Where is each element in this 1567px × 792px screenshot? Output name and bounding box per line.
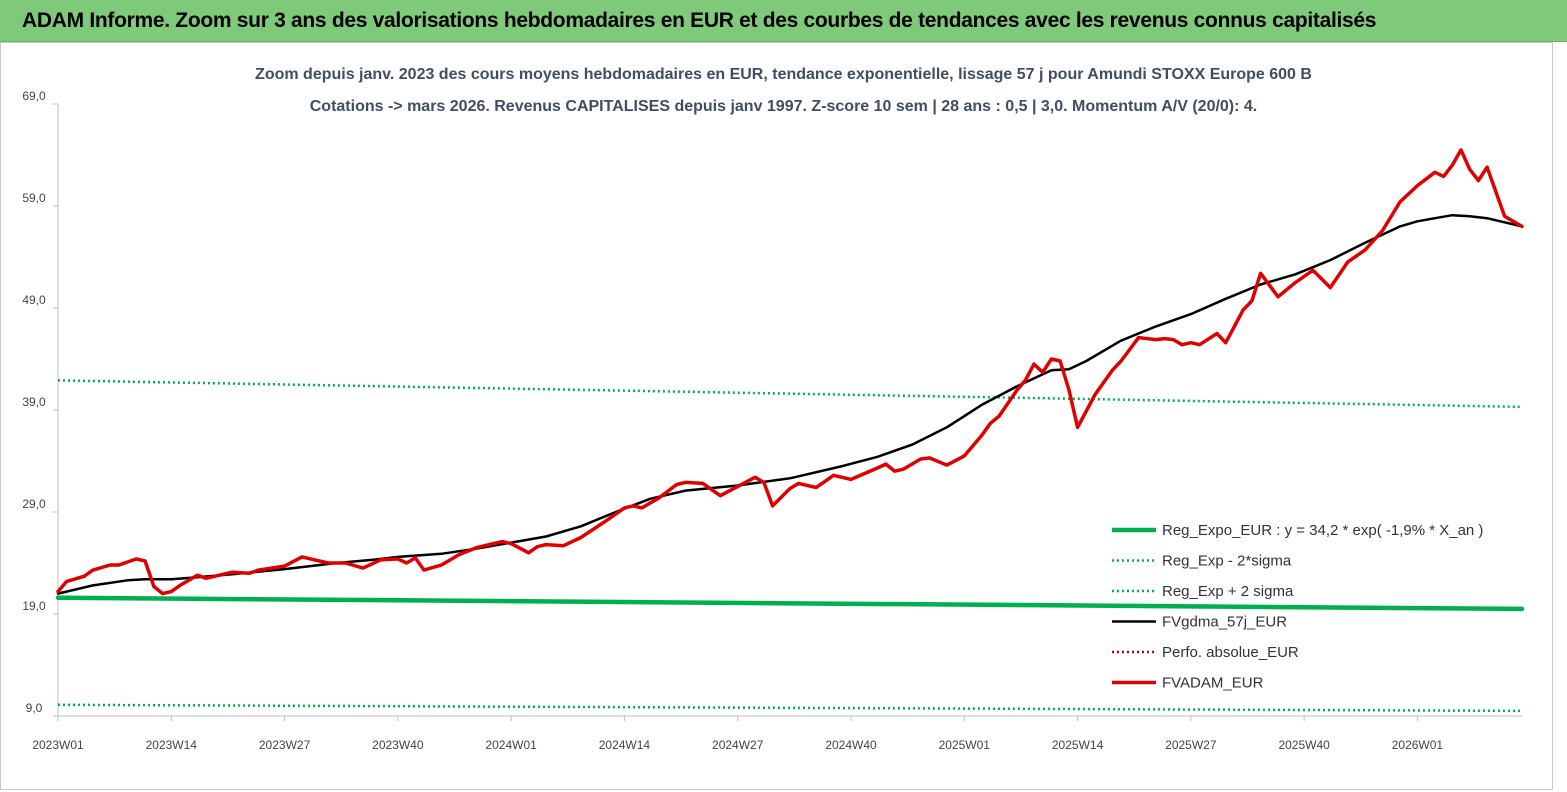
report-banner: ADAM Informe. Zoom sur 3 ans des valoris…	[0, 0, 1567, 42]
y-tick-label: 69,0	[22, 89, 46, 103]
series-line-5	[56, 148, 1524, 596]
y-tick-label: 9,0	[26, 701, 43, 715]
y-tick-label: 29,0	[22, 497, 46, 511]
x-tick-label: 2024W27	[712, 738, 764, 752]
y-tick-label: 59,0	[22, 191, 46, 205]
legend-label-1: Reg_Exp - 2*sigma	[1162, 553, 1292, 570]
x-tick-label: 2026W01	[1392, 738, 1444, 752]
legend-label-0: Reg_Expo_EUR : y = 34,2 * exp( -1,9% * X…	[1162, 522, 1483, 539]
series-line-0	[55, 595, 1525, 612]
x-tick-label: 2023W14	[146, 738, 198, 752]
series-line-2	[57, 379, 1523, 409]
x-tick-label: 2024W40	[825, 738, 877, 752]
y-tick-label: 39,0	[22, 395, 46, 409]
series-line-3	[56, 213, 1524, 595]
x-tick-label: 2023W40	[372, 738, 424, 752]
x-tick-label: 2024W14	[599, 738, 651, 752]
x-tick-label: 2025W01	[939, 738, 991, 752]
x-tick-label: 2024W01	[485, 738, 537, 752]
legend-label-3: FVgdma_57j_EUR	[1162, 614, 1287, 631]
series-line-1	[57, 703, 1523, 713]
x-tick-label: 2023W27	[259, 738, 311, 752]
report-title: ADAM Informe. Zoom sur 3 ans des valoris…	[22, 9, 1377, 32]
chart-title-line2: Cotations -> mars 2026. Revenus CAPITALI…	[309, 98, 1258, 115]
x-tick-label: 2025W40	[1278, 738, 1330, 752]
chart-axes: 9,0 19,0 29,0 39,0 49,0 59,0 69,0 2023W01 2023W1…	[22, 89, 1522, 752]
chart-plot-area	[55, 148, 1525, 713]
x-tick-label: 2025W14	[1052, 738, 1104, 752]
y-tick-label: 49,0	[22, 293, 46, 307]
legend-label-5: FVADAM_EUR	[1162, 675, 1264, 692]
legend-label-4: Perfo. absolue_EUR	[1162, 644, 1299, 661]
x-tick-label: 2023W01	[32, 738, 84, 752]
chart-legend: Reg_Expo_EUR : y = 34,2 * exp( -1,9% * X…	[1112, 522, 1483, 692]
legend-label-2: Reg_Exp + 2 sigma	[1162, 583, 1294, 600]
y-tick-label: 19,0	[22, 599, 46, 613]
chart-frame	[0, 42, 1553, 790]
x-tick-label: 2025W27	[1165, 738, 1217, 752]
chart-title-line1: Zoom depuis janv. 2023 des cours moyens …	[255, 66, 1312, 83]
